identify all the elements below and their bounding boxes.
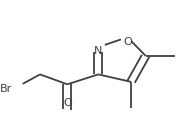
Text: O: O (63, 98, 72, 108)
Text: N: N (94, 46, 102, 57)
Text: O: O (123, 37, 132, 47)
Text: Br: Br (0, 84, 12, 94)
